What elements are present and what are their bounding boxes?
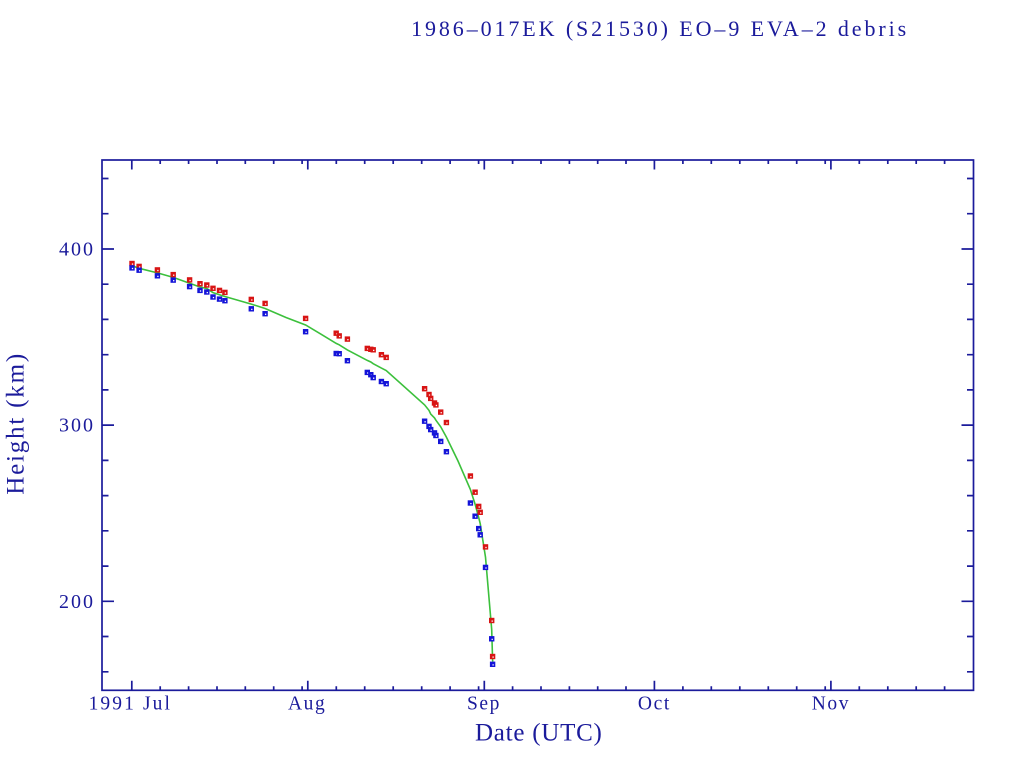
- svg-text:Nov: Nov: [812, 694, 850, 715]
- svg-text:Sep: Sep: [467, 694, 501, 715]
- svg-text:1991 Jul: 1991 Jul: [89, 694, 172, 715]
- svg-text:Aug: Aug: [288, 694, 326, 715]
- svg-text:300: 300: [59, 415, 95, 437]
- svg-text:1986–017EK (S21530) EO–9 EVA–2: 1986–017EK (S21530) EO–9 EVA–2 debris: [411, 16, 909, 41]
- svg-text:400: 400: [59, 239, 95, 261]
- svg-text:Date (UTC): Date (UTC): [475, 720, 603, 747]
- svg-text:200: 200: [59, 591, 95, 613]
- svg-text:Height (km): Height (km): [3, 352, 30, 495]
- svg-text:Oct: Oct: [638, 694, 671, 715]
